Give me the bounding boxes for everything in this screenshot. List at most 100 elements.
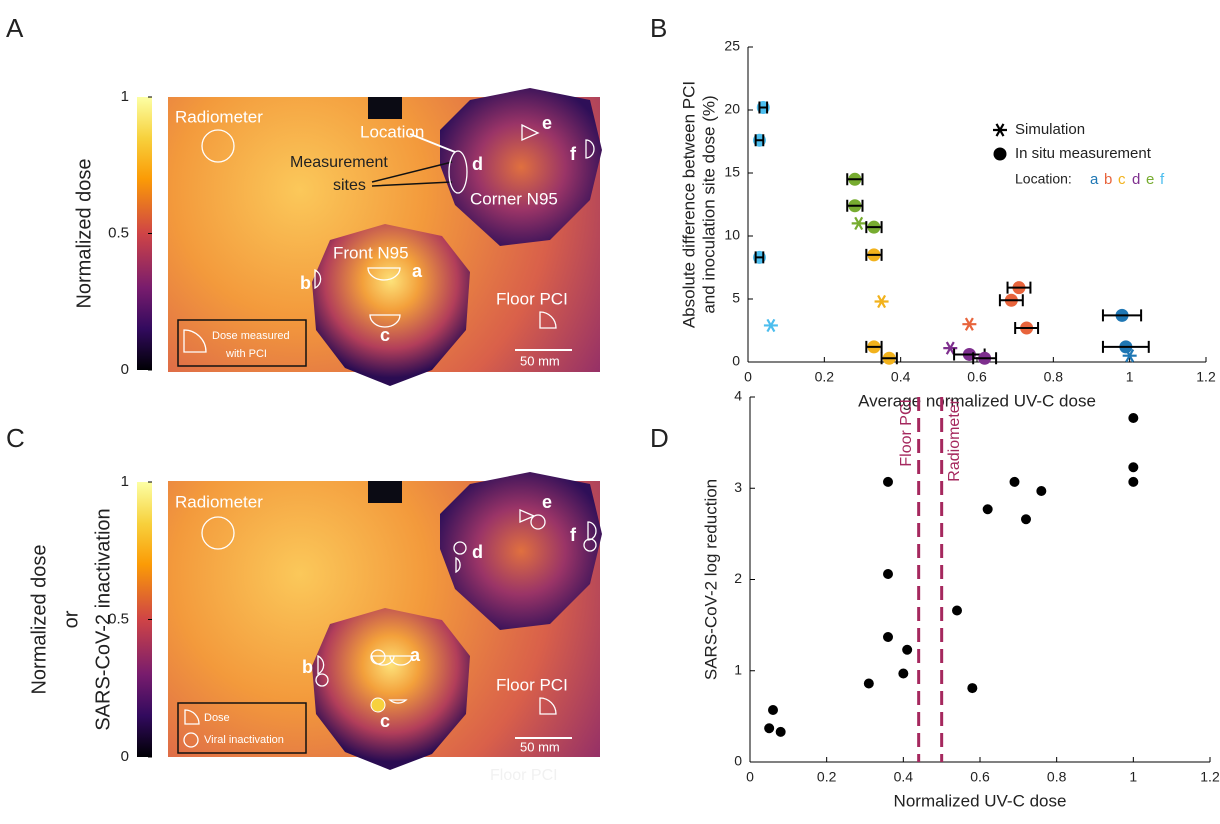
legend-text: with PCI [225,348,267,360]
error-bar [1006,281,1032,294]
site-label: f [570,525,577,545]
error-bar [1101,309,1143,322]
annotation: Front N95 [333,243,409,262]
pointer [409,133,456,153]
annotation: Measurement [290,154,388,171]
y-tick-label: 10 [724,227,740,243]
error-bar [998,294,1024,307]
x-tick-label: 0.8 [1044,369,1064,385]
y-tick-label: 2 [734,570,742,586]
error-bar [880,352,898,365]
legend-text: Viral inactivation [204,734,284,746]
legend-icon [183,329,207,353]
legend-text: Dose measured [212,330,290,342]
panel-label: B [650,13,667,43]
panel-c-image: C Radiometer Floor PCI a b c d e f 50 mm… [6,423,602,784]
site-outline [448,150,468,194]
site-outline [539,697,557,715]
data-point [898,668,909,679]
x-tick-label: 1.2 [1196,369,1216,385]
scale-label: 50 mm [520,353,560,368]
data-point [863,678,874,689]
site-outline [530,514,546,530]
legend-entry: e [1146,171,1154,188]
legend-text: Simulation [1015,121,1085,138]
colorbar-tick-label: 1 [121,473,129,490]
data-point [768,704,778,715]
site-label: a [412,261,423,281]
y-tick-label: 3 [734,479,742,495]
error-bar [1014,321,1040,334]
y-tick-label: 20 [724,101,740,117]
error-bar [846,173,864,186]
site-outline [453,541,467,555]
y-tick-label: 25 [724,38,740,54]
error-bar [865,221,883,234]
colorbar-tick-label: 0 [121,361,129,378]
site-label: f [570,144,577,164]
legend-marker [993,147,1007,161]
legend-marker [993,123,1007,137]
x-tick-label: 0.8 [1047,769,1067,785]
colorbar-label: Normalized dose [28,544,50,694]
y-axis-label: SARS-CoV-2 log reduction [701,479,720,680]
corner-mask [440,472,602,630]
site-label: c [380,711,390,731]
data-point [1128,462,1139,473]
annotation: Radiometer [175,107,263,126]
pointer [371,161,453,187]
data-point [1009,476,1020,487]
data-point [967,683,978,694]
panel-label: D [650,423,669,453]
x-tick-label: 0.4 [891,369,911,385]
x-tick-label: 0.6 [970,769,990,785]
error-bar [972,352,998,365]
error-bar [754,134,765,147]
data-point [1021,514,1031,525]
colorbar-tick-label: 0 [121,748,129,765]
error-bar [758,101,769,114]
x-tick-label: 0.2 [815,369,835,385]
data-point [982,504,993,515]
y-axis-label: and inoculation site dose (%) [699,95,718,313]
y-tick-label: 0 [732,353,740,369]
simulation-point [943,341,958,355]
simulation-point [874,294,889,309]
site-label: e [542,492,552,512]
data-point [883,631,893,642]
site-outline [314,123,595,328]
site-outline [317,509,597,704]
data-point [1036,485,1047,496]
notch [368,97,402,119]
legend-text: Dose [204,712,230,724]
legend-entry: a [1090,171,1099,188]
legend-entry: d [1132,171,1140,188]
y-tick-label: 1 [734,661,742,677]
legend-box [177,702,307,754]
notch [368,481,402,503]
reference-label: Radiometer [946,398,963,481]
site-label: a [410,645,421,665]
data-point [952,605,962,616]
annotation: Floor PCI [490,767,558,784]
y-tick-label: 4 [734,388,742,404]
site-outline [370,697,386,713]
data-point [775,726,786,737]
error-bar [1101,340,1150,353]
y-tick-label: 0 [734,753,742,769]
site-label: d [472,542,483,562]
site-label: b [300,273,311,293]
error-bar [865,340,883,353]
reference-label: Floor PCI [898,399,915,467]
x-tick-label: 0.6 [967,369,987,385]
annotation: Floor PCI [496,675,568,694]
legend-text: Location: [1015,171,1072,187]
annotation: Radiometer [175,492,263,511]
panel-label: A [6,13,24,43]
simulation-point [962,317,977,331]
colorbar-tick-label: 1 [121,88,129,105]
legend-icon [184,709,200,725]
error-bar [754,251,765,264]
y-axis-label: Absolute difference between PCI [679,81,698,328]
